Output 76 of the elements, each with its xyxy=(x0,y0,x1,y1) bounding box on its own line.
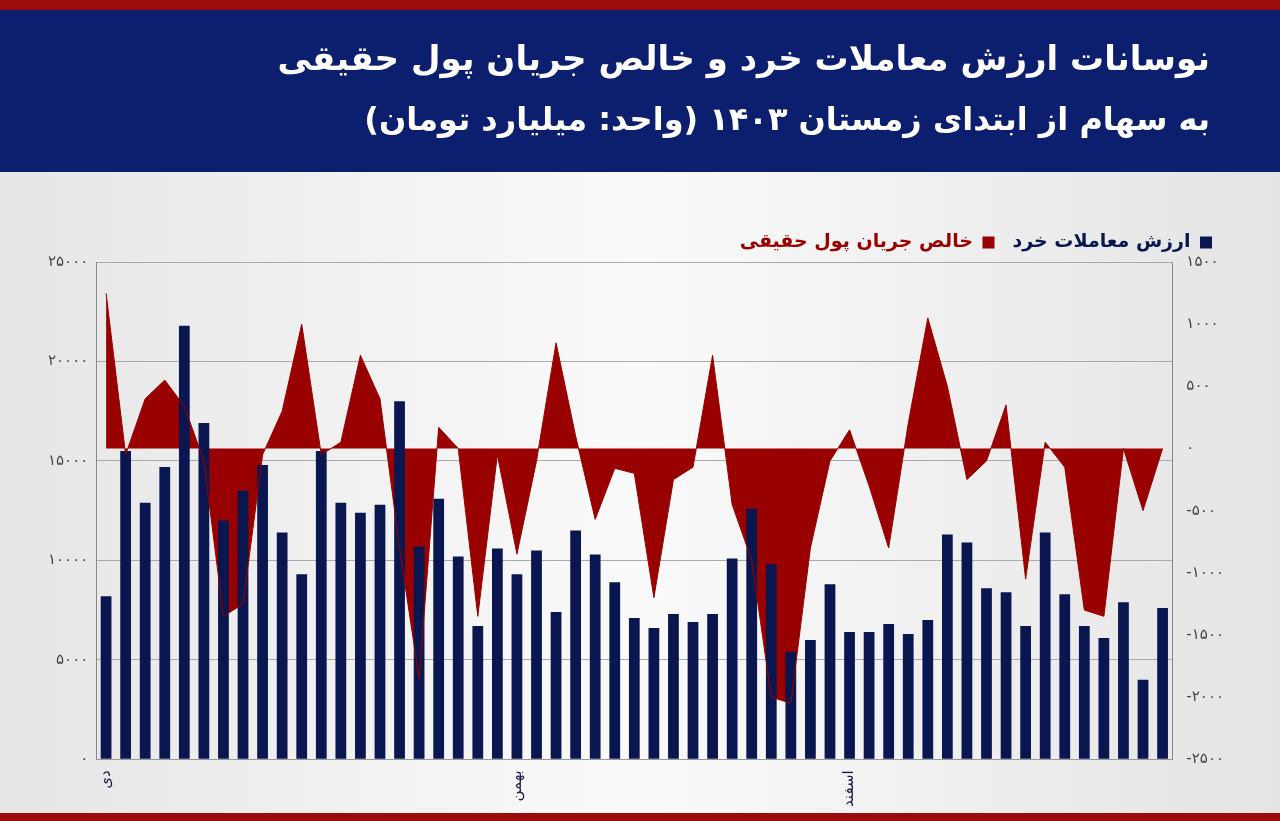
bar xyxy=(707,614,718,759)
chart-subtitle: به سهام از ابتدای زمستان ۱۴۰۳ (واحد: میلیارد تومان) xyxy=(364,100,1210,138)
y-tick-label: ۲۵۰۰۰ xyxy=(47,251,89,270)
bar xyxy=(844,631,855,759)
bar xyxy=(687,622,699,759)
bar xyxy=(550,612,562,759)
y2-tick-label: ۰ xyxy=(1186,438,1195,457)
bar xyxy=(1020,626,1031,759)
y2-tick-label: -۲۰۰۰ xyxy=(1186,687,1224,706)
bar xyxy=(668,614,679,759)
bar xyxy=(276,532,288,759)
bar xyxy=(315,450,327,759)
chart-title: نوسانات ارزش معاملات خرد و خالص جریان پول حقیقی xyxy=(277,38,1210,78)
bar xyxy=(394,401,405,759)
y2-tick-label: -۱۵۰۰ xyxy=(1186,624,1224,643)
bar xyxy=(1039,532,1051,759)
bar xyxy=(746,508,758,759)
y2-tick-label: ۵۰۰ xyxy=(1186,376,1211,395)
bar xyxy=(589,554,601,759)
bar xyxy=(1059,594,1071,759)
bar xyxy=(981,588,992,759)
x-tick-label: بهمن xyxy=(506,770,525,802)
bar xyxy=(139,502,151,759)
bar xyxy=(824,584,836,759)
bar xyxy=(159,466,171,759)
bar xyxy=(785,651,797,759)
bar xyxy=(726,558,738,759)
bar xyxy=(335,502,347,759)
bar xyxy=(198,423,210,759)
bar xyxy=(1137,679,1149,759)
bar xyxy=(922,620,934,759)
bar xyxy=(1118,602,1129,759)
bar xyxy=(1157,608,1168,759)
bar xyxy=(531,550,542,759)
bar xyxy=(452,556,464,759)
bar xyxy=(883,624,895,759)
legend-label: خالص جریان پول حقیقی xyxy=(739,229,973,253)
bar xyxy=(609,582,621,759)
y2-tick-label: -۵۰۰ xyxy=(1186,500,1216,519)
y2-tick-label: -۲۵۰۰ xyxy=(1186,749,1224,768)
bar xyxy=(178,325,190,759)
y2-tick-label: -۱۰۰۰ xyxy=(1186,562,1224,581)
legend-label: ارزش معاملات خرد xyxy=(1012,229,1191,253)
y-tick-label: ۱۵۰۰۰ xyxy=(47,450,89,469)
bar xyxy=(1000,592,1012,759)
bar xyxy=(218,520,229,759)
bar xyxy=(355,512,366,759)
bar xyxy=(472,626,484,759)
y2-tick-label: ۱۵۰۰ xyxy=(1186,251,1219,270)
y-tick-label: ۰ xyxy=(80,749,89,768)
bar xyxy=(805,639,816,759)
bar xyxy=(765,564,777,759)
bar xyxy=(257,464,268,759)
bar xyxy=(120,450,132,759)
bar xyxy=(941,534,953,759)
y2-tick-label: ۱۰۰۰ xyxy=(1186,314,1219,333)
bar xyxy=(1098,637,1110,759)
bar xyxy=(296,574,308,759)
bar xyxy=(628,618,640,759)
bar xyxy=(100,596,112,759)
x-tick-label: اسفند xyxy=(839,770,858,808)
bar xyxy=(961,542,973,759)
x-tick-label: دی xyxy=(95,770,114,789)
y-tick-label: ۲۰۰۰۰ xyxy=(47,351,89,370)
bar xyxy=(491,548,503,759)
bar xyxy=(902,633,914,759)
bar xyxy=(374,504,386,759)
bar xyxy=(237,490,249,759)
y-tick-label: ۵۰۰۰ xyxy=(56,649,89,668)
bar xyxy=(1078,626,1090,759)
bar xyxy=(648,628,660,759)
y-tick-label: ۱۰۰۰۰ xyxy=(47,550,89,569)
bar xyxy=(511,574,523,759)
bar xyxy=(433,498,445,759)
bar xyxy=(863,631,875,759)
bar xyxy=(570,530,582,759)
